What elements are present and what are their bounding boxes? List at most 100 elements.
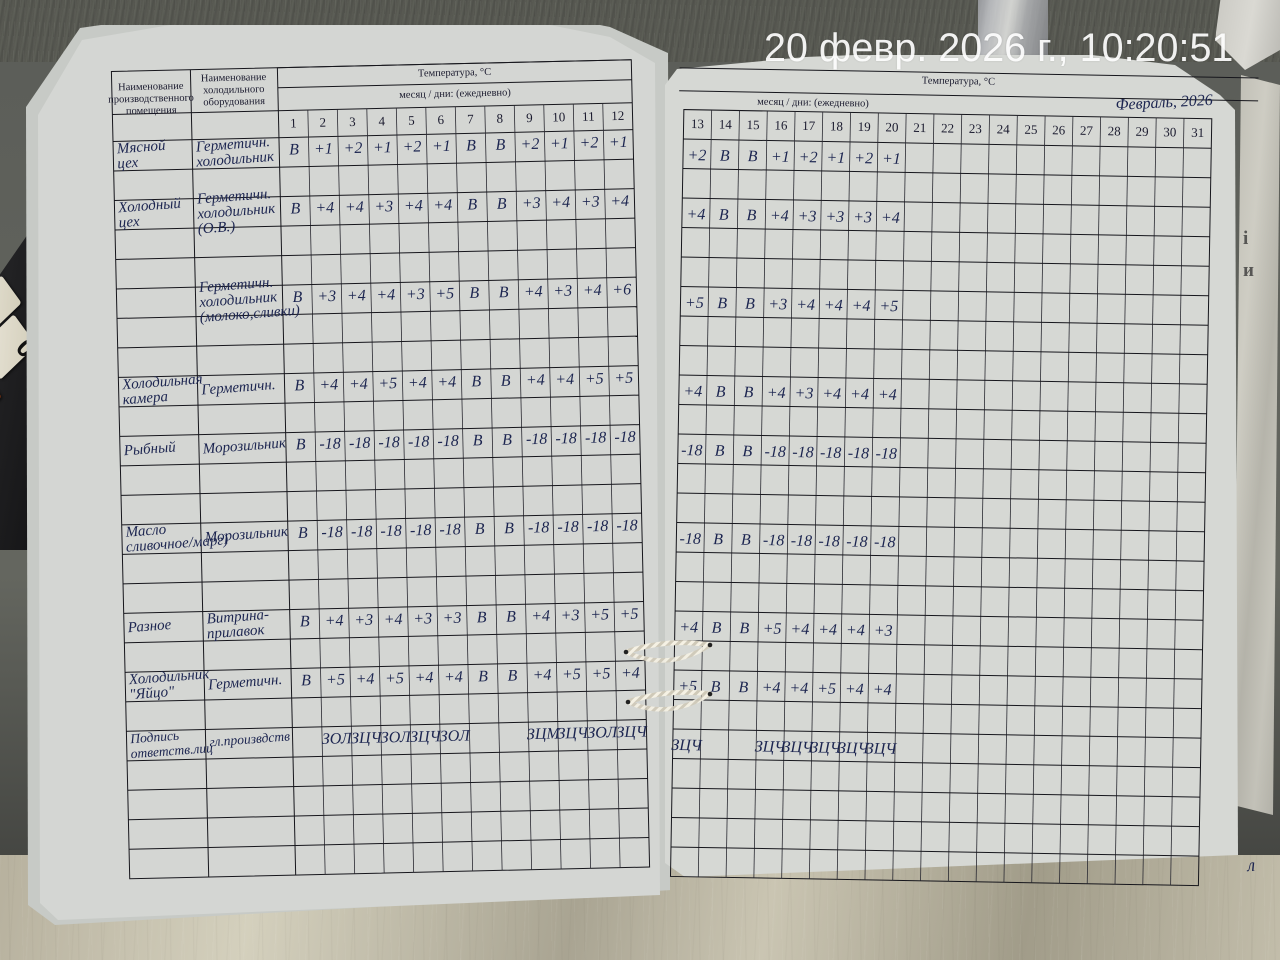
svg-text:10: 10: [552, 109, 565, 124]
svg-text:+5: +5: [590, 606, 609, 623]
svg-text:+5: +5: [685, 295, 704, 312]
svg-text:+1: +1: [609, 134, 628, 151]
svg-text:27: 27: [1080, 123, 1094, 138]
svg-text:-18: -18: [555, 430, 577, 447]
svg-text:-18: -18: [848, 445, 870, 462]
svg-text:7: 7: [467, 111, 474, 126]
svg-text:+4: +4: [683, 383, 702, 400]
svg-text:Герметичн.: Герметичн.: [200, 377, 276, 399]
svg-text:+1: +1: [826, 150, 845, 167]
svg-text:-18: -18: [526, 431, 548, 448]
svg-text:В: В: [716, 384, 726, 401]
svg-text:+4: +4: [818, 621, 837, 638]
svg-text:ЗЦЧ: ЗЦЧ: [557, 725, 589, 743]
svg-text:В: В: [741, 532, 751, 549]
svg-text:-18: -18: [349, 435, 371, 452]
svg-text:В: В: [506, 608, 516, 625]
svg-text:21: 21: [913, 120, 926, 135]
svg-text:В: В: [469, 285, 479, 302]
svg-text:+1: +1: [550, 135, 569, 152]
svg-text:+4: +4: [873, 681, 892, 698]
svg-text:+4: +4: [824, 297, 843, 314]
svg-text:В: В: [748, 148, 758, 165]
svg-text:-18: -18: [875, 445, 897, 462]
svg-text:4: 4: [378, 113, 385, 128]
svg-text:24: 24: [997, 121, 1011, 136]
svg-text:+4: +4: [686, 206, 705, 223]
svg-text:+4: +4: [767, 385, 786, 402]
svg-text:-18: -18: [439, 521, 461, 538]
svg-text:+5: +5: [817, 680, 836, 697]
svg-text:+4: +4: [551, 194, 570, 211]
svg-text:+4: +4: [846, 622, 865, 639]
svg-text:-18: -18: [614, 429, 636, 446]
svg-text:+3: +3: [406, 286, 425, 303]
svg-text:холодильного: холодильного: [203, 84, 265, 96]
svg-text:+4: +4: [433, 197, 452, 214]
svg-text:Морозильник: Морозильник: [203, 524, 289, 546]
svg-text:В: В: [301, 672, 311, 689]
svg-text:+1: +1: [771, 149, 790, 166]
svg-text:+6: +6: [612, 281, 631, 298]
svg-text:-18: -18: [818, 533, 840, 550]
svg-text:+3: +3: [374, 198, 393, 215]
svg-text:26: 26: [1052, 122, 1066, 137]
svg-text:В: В: [713, 531, 723, 548]
svg-text:+4: +4: [376, 287, 395, 304]
svg-text:+5: +5: [562, 666, 581, 683]
svg-text:+3: +3: [443, 610, 462, 627]
svg-text:месяц / дни: (ежедневно): месяц / дни: (ежедневно): [399, 87, 511, 101]
svg-text:+4: +4: [414, 669, 433, 686]
svg-text:ЗОЛ: ЗОЛ: [587, 724, 618, 742]
svg-text:цех: цех: [118, 214, 140, 232]
svg-text:+2: +2: [854, 150, 873, 167]
svg-text:+4: +4: [789, 680, 808, 697]
svg-text:-18: -18: [585, 429, 607, 446]
svg-text:+4: +4: [404, 197, 423, 214]
svg-text:+4: +4: [610, 193, 629, 210]
svg-text:ЗОЛ: ЗОЛ: [381, 729, 412, 747]
svg-text:+4: +4: [437, 374, 456, 391]
svg-text:+4: +4: [319, 376, 338, 393]
svg-text:В: В: [745, 296, 755, 313]
svg-text:29: 29: [1135, 124, 1148, 139]
svg-text:+4: +4: [790, 621, 809, 638]
svg-text:камера: камера: [122, 389, 168, 408]
svg-text:+5: +5: [879, 298, 898, 315]
svg-text:25: 25: [1024, 122, 1037, 137]
svg-text:-18: -18: [528, 519, 550, 536]
svg-text:+4: +4: [555, 371, 574, 388]
svg-text:+4: +4: [531, 608, 550, 625]
svg-text:+4: +4: [770, 208, 789, 225]
svg-text:В: В: [290, 200, 300, 217]
svg-text:-18: -18: [681, 442, 703, 459]
svg-text:+4: +4: [345, 199, 364, 216]
svg-text:+5: +5: [591, 665, 610, 682]
svg-text:В: В: [467, 196, 477, 213]
svg-text:В: В: [501, 373, 511, 390]
svg-text:ЗЦЧ: ЗЦЧ: [616, 723, 648, 741]
svg-text:-18: -18: [820, 444, 842, 461]
svg-text:+1: +1: [373, 139, 392, 156]
svg-text:В: В: [719, 207, 729, 224]
svg-text:+4: +4: [621, 665, 640, 682]
svg-text:+4: +4: [881, 210, 900, 227]
svg-text:16: 16: [774, 117, 788, 132]
svg-text:-18: -18: [679, 531, 701, 548]
svg-text:Температура, °C: Температура, °C: [418, 67, 492, 80]
svg-text:+4: +4: [583, 282, 602, 299]
svg-text:-18: -18: [321, 524, 343, 541]
svg-text:+3: +3: [768, 296, 787, 313]
svg-text:+3: +3: [413, 610, 432, 627]
svg-text:+2: +2: [579, 134, 598, 151]
svg-text:гл.произвдств: гл.произвдств: [209, 728, 291, 749]
svg-text:+2: +2: [520, 136, 539, 153]
svg-text:13: 13: [691, 116, 704, 131]
svg-text:+4: +4: [384, 611, 403, 628]
svg-text:В: В: [742, 443, 752, 460]
svg-text:6: 6: [437, 112, 444, 127]
svg-text:+5: +5: [585, 370, 604, 387]
svg-text:17: 17: [802, 118, 816, 133]
svg-text:В: В: [475, 521, 485, 538]
svg-text:В: В: [289, 141, 299, 158]
